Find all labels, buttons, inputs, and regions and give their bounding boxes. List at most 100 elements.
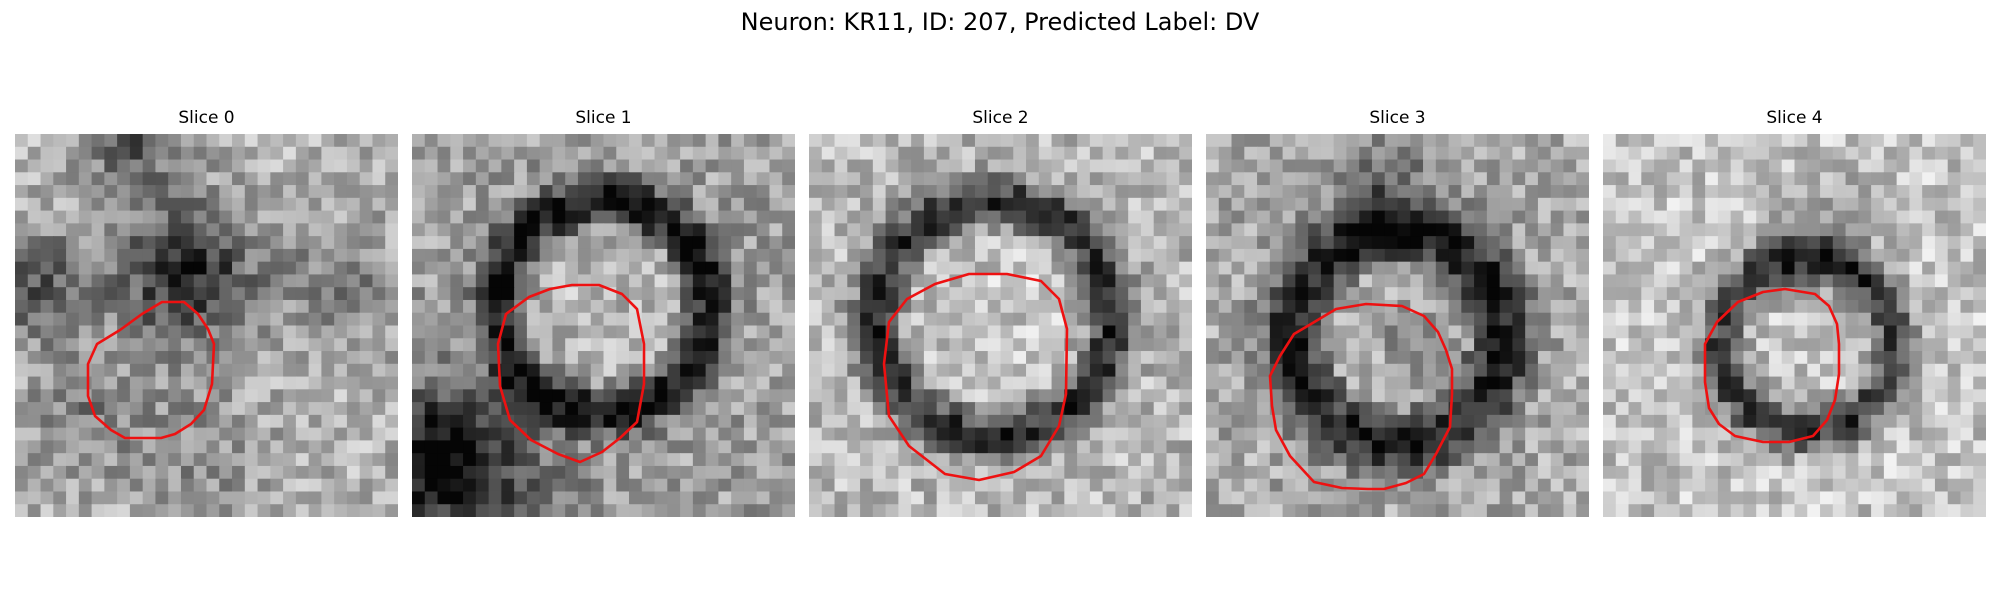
image-pixel: [475, 389, 490, 403]
image-pixel: [27, 146, 42, 161]
image-pixel: [1768, 197, 1783, 212]
image-pixel: [1832, 287, 1847, 301]
image-pixel: [1089, 197, 1104, 212]
image-pixel: [295, 236, 310, 250]
image-pixel: [731, 287, 745, 301]
image-pixel: [244, 261, 259, 276]
image-pixel: [1051, 440, 1065, 454]
image-pixel: [1896, 389, 1910, 403]
image-pixel: [463, 414, 477, 429]
image-pixel: [334, 236, 348, 250]
image-pixel: [359, 172, 374, 186]
image-pixel: [654, 402, 668, 416]
image-pixel: [1077, 274, 1091, 288]
image-pixel: [1499, 427, 1513, 441]
image-pixel: [321, 491, 335, 505]
image-pixel: [1051, 134, 1065, 148]
image-pixel: [692, 261, 707, 276]
image-pixel: [577, 504, 592, 517]
image-pixel: [117, 504, 131, 517]
image-pixel: [872, 261, 887, 276]
image-pixel: [1692, 351, 1706, 365]
image-pixel: [1257, 172, 1271, 186]
image-pixel: [1832, 236, 1847, 250]
image-pixel: [117, 248, 131, 263]
image-pixel: [270, 338, 284, 352]
image-pixel: [1679, 427, 1693, 441]
image-pixel: [1781, 363, 1796, 378]
image-pixel: [1934, 134, 1949, 148]
image-pixel: [180, 172, 195, 186]
image-pixel: [809, 312, 823, 327]
image-pixel: [334, 389, 348, 403]
image-pixel: [1308, 287, 1322, 301]
image-pixel: [1077, 453, 1091, 467]
slice-image-3: [1206, 134, 1589, 517]
image-pixel: [1692, 274, 1706, 288]
image-pixel: [180, 248, 195, 263]
image-pixel: [372, 504, 386, 517]
image-pixel: [872, 287, 887, 301]
image-pixel: [244, 453, 259, 467]
image-pixel: [1346, 338, 1360, 352]
image-pixel: [142, 453, 157, 467]
image-pixel: [1628, 376, 1642, 390]
image-pixel: [629, 453, 643, 467]
image-pixel: [1654, 440, 1668, 454]
image-pixel: [1359, 427, 1373, 441]
image-pixel: [15, 414, 29, 429]
image-pixel: [1717, 185, 1732, 199]
image-pixel: [104, 159, 118, 173]
image-pixel: [1244, 185, 1258, 199]
image-pixel: [129, 414, 144, 429]
image-pixel: [1448, 312, 1462, 327]
image-pixel: [15, 440, 29, 454]
image-pixel: [463, 478, 477, 493]
image-pixel: [1359, 312, 1373, 327]
image-pixel: [1295, 453, 1309, 467]
image-pixel: [1512, 223, 1526, 237]
image-pixel: [1654, 491, 1668, 505]
image-pixel: [1218, 427, 1233, 441]
image-pixel: [1563, 389, 1577, 403]
image-pixel: [1896, 465, 1910, 480]
image-pixel: [359, 261, 374, 276]
image-pixel: [1871, 389, 1885, 403]
image-pixel: [1064, 299, 1078, 314]
image-pixel: [1781, 338, 1796, 352]
image-pixel: [834, 248, 848, 263]
image-pixel: [1474, 440, 1488, 454]
image-pixel: [654, 274, 668, 288]
image-pixel: [1089, 427, 1104, 441]
image-pixel: [936, 134, 951, 148]
image-pixel: [603, 325, 617, 339]
image-pixel: [1474, 453, 1488, 467]
image-pixel: [936, 248, 951, 263]
image-pixel: [616, 274, 630, 288]
image-pixel: [718, 363, 732, 378]
image-pixel: [1486, 299, 1501, 314]
image-pixel: [437, 338, 451, 352]
image-pixel: [1231, 223, 1245, 237]
image-pixel: [1359, 236, 1373, 250]
image-pixel: [437, 197, 451, 212]
image-pixel: [718, 134, 732, 148]
image-pixel: [1730, 146, 1745, 161]
image-pixel: [1922, 159, 1936, 173]
image-pixel: [590, 465, 605, 480]
image-pixel: [705, 325, 719, 339]
image-pixel: [1922, 274, 1936, 288]
image-pixel: [1576, 414, 1589, 429]
image-pixel: [1730, 414, 1745, 429]
image-pixel: [577, 465, 592, 480]
image-pixel: [1308, 134, 1322, 148]
image-pixel: [1448, 172, 1462, 186]
image-pixel: [1896, 402, 1910, 416]
image-pixel: [898, 351, 912, 365]
image-pixel: [1115, 338, 1129, 352]
image-pixel: [1128, 223, 1142, 237]
image-pixel: [641, 312, 656, 327]
image-pixel: [962, 299, 976, 314]
image-pixel: [1499, 172, 1513, 186]
image-pixel: [1896, 376, 1910, 390]
